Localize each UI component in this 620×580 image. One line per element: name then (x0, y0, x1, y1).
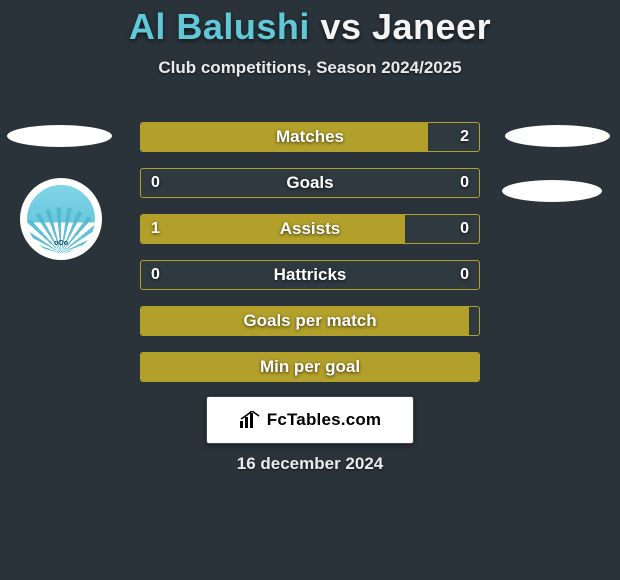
subtitle: Club competitions, Season 2024/2025 (0, 58, 620, 78)
player2-photo-placeholder (505, 125, 610, 147)
stat-label: Hattricks (141, 261, 479, 289)
stat-row: 2Matches (140, 122, 480, 152)
vs-label: vs (320, 6, 361, 47)
stat-label: Matches (141, 123, 479, 151)
stat-row: Min per goal (140, 352, 480, 382)
badge-text: oOo (27, 240, 95, 247)
player1-club-badge: oOo (20, 178, 102, 260)
player1-name: Al Balushi (129, 6, 310, 47)
stat-label: Goals per match (141, 307, 479, 335)
chart-icon (239, 411, 261, 429)
stat-row: Goals per match (140, 306, 480, 336)
player2-name: Janeer (372, 6, 491, 47)
player2-club-placeholder (502, 180, 602, 202)
stat-row: 00Goals (140, 168, 480, 198)
stat-row: 00Hattricks (140, 260, 480, 290)
date-label: 16 december 2024 (0, 454, 620, 474)
stat-label: Goals (141, 169, 479, 197)
player1-photo-placeholder (7, 125, 112, 147)
stat-label: Min per goal (141, 353, 479, 381)
branding-pill[interactable]: FcTables.com (206, 396, 414, 444)
comparison-title: Al Balushi vs Janeer (0, 0, 620, 48)
brand-text: FcTables.com (267, 410, 382, 430)
stat-label: Assists (141, 215, 479, 243)
stats-container: 2Matches 00Goals 10Assists 00Hattricks Goals… (140, 122, 480, 398)
stat-row: 10Assists (140, 214, 480, 244)
